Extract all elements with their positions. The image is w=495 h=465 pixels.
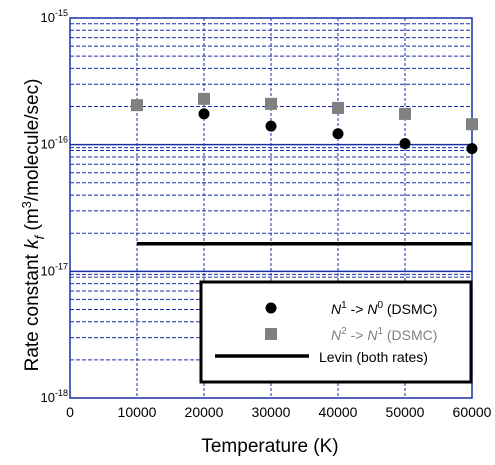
legend-marker-n2 — [265, 328, 277, 340]
point-n1 — [198, 108, 210, 120]
legend: N1 -> N0 (DSMC) N2 -> N1 (DSMC) Levin (bot… — [199, 280, 473, 384]
point-n2 — [131, 99, 143, 112]
y-axis-label-cube: 3 — [19, 201, 34, 208]
x-tick-label: 20000 — [185, 404, 224, 420]
x-tick-label: 40000 — [319, 404, 358, 420]
point-n1 — [466, 143, 478, 155]
legend-marker-n1 — [265, 302, 277, 314]
plot-frame — [69, 17, 473, 399]
y-tick-label: 10-18 — [41, 388, 68, 405]
x-tick-label: 10000 — [118, 404, 157, 420]
y-axis-label-unit: (m — [22, 208, 43, 235]
x-tick-label: 30000 — [252, 404, 291, 420]
x-axis-label: Temperature (K) — [201, 436, 338, 457]
point-n2 — [332, 101, 344, 114]
legend-label-levin: Levin (both rates) — [319, 349, 428, 365]
point-n2 — [399, 107, 411, 120]
point-n2 — [198, 92, 210, 105]
point-n1 — [332, 128, 344, 140]
data-series — [131, 92, 478, 246]
point-n2 — [265, 97, 277, 110]
y-axis-label-rest: /molecule/sec) — [22, 79, 43, 202]
y-tick-label: 10-16 — [41, 135, 68, 152]
point-n2 — [466, 118, 478, 131]
y-tick-label: 10-15 — [41, 8, 68, 25]
y-axis-label-main: Rate constant — [22, 249, 43, 372]
x-tick-label: 60000 — [453, 404, 492, 420]
point-n1 — [265, 120, 277, 132]
point-n1 — [399, 138, 411, 150]
x-tick-label: 0 — [66, 404, 74, 420]
legend-box — [199, 280, 473, 384]
legend-label-n2: N2 -> N1 (DSMC) — [331, 326, 437, 343]
x-tick-label: 50000 — [386, 404, 425, 420]
legend-label-n1: N1 -> N0 (DSMC) — [331, 300, 437, 317]
y-axis-label-f: f — [32, 234, 47, 239]
y-axis-label: Rate constant kf (m3/molecule/sec) — [19, 79, 47, 372]
y-tick-label: 10-17 — [41, 261, 68, 278]
axis-ticks: 0 10000 20000 30000 40000 50000 60000 10-18 10-1… — [41, 8, 492, 420]
y-axis-label-k: k — [22, 238, 43, 249]
